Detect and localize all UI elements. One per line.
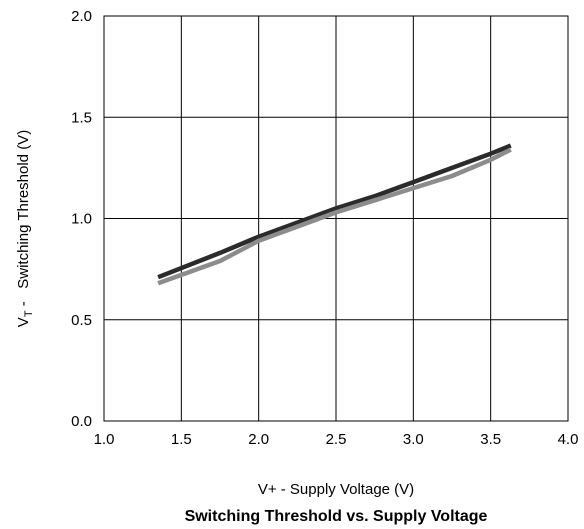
- y-tick-label-0: 0.0: [71, 413, 92, 430]
- x-tick-label-4: 3.0: [403, 431, 424, 448]
- chart-title: Switching Threshold vs. Supply Voltage: [185, 508, 488, 525]
- x-tick-label-5: 3.5: [480, 431, 501, 448]
- y-tick-label-3: 1.5: [71, 109, 92, 126]
- series-line-1: [157, 147, 512, 286]
- y-axis-label: VT - Switching Threshold (V): [15, 130, 35, 327]
- y-tick-label-4: 2.0: [71, 8, 92, 25]
- x-tick-label-0: 1.0: [94, 431, 115, 448]
- grid: [103, 15, 569, 422]
- x-tick-label-3: 2.5: [326, 431, 347, 448]
- y-axis-label-rest: - Switching Threshold (V): [15, 130, 32, 311]
- x-tick-label-1: 1.5: [171, 431, 192, 448]
- x-tick-label-6: 4.0: [558, 431, 579, 448]
- series-line-0: [157, 143, 512, 280]
- y-tick-label-2: 1.0: [71, 211, 92, 228]
- plot-frame: [103, 15, 569, 422]
- y-axis-label-subscript: T: [23, 310, 35, 317]
- x-tick-label-2: 2.0: [248, 431, 269, 448]
- tick-labels: 1.0 1.5 2.0 2.5 3.0 3.5 4.0 0.0 0.5 1.0 1.5 2.0: [71, 8, 578, 448]
- series-layer: [157, 143, 512, 286]
- y-tick-label-1: 0.5: [71, 312, 92, 329]
- y-axis-label-main: V: [15, 317, 32, 327]
- x-axis-label: V+ - Supply Voltage (V): [258, 481, 414, 498]
